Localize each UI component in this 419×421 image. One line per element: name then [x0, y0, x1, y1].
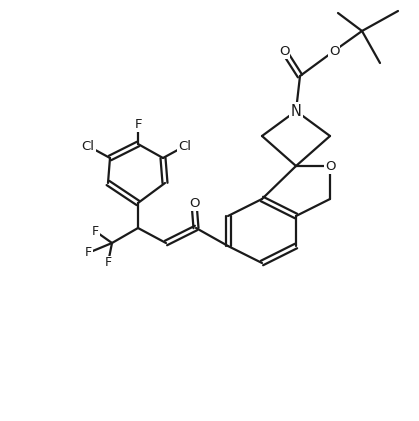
Text: O: O: [329, 45, 339, 58]
Text: O: O: [325, 160, 335, 173]
Text: O: O: [189, 197, 199, 210]
Text: F: F: [91, 224, 98, 237]
Text: F: F: [104, 256, 111, 269]
Text: Cl: Cl: [82, 139, 95, 152]
Text: F: F: [134, 117, 142, 131]
Text: O: O: [279, 45, 289, 58]
Text: N: N: [290, 104, 301, 118]
Text: F: F: [85, 247, 92, 259]
Text: Cl: Cl: [178, 139, 191, 152]
